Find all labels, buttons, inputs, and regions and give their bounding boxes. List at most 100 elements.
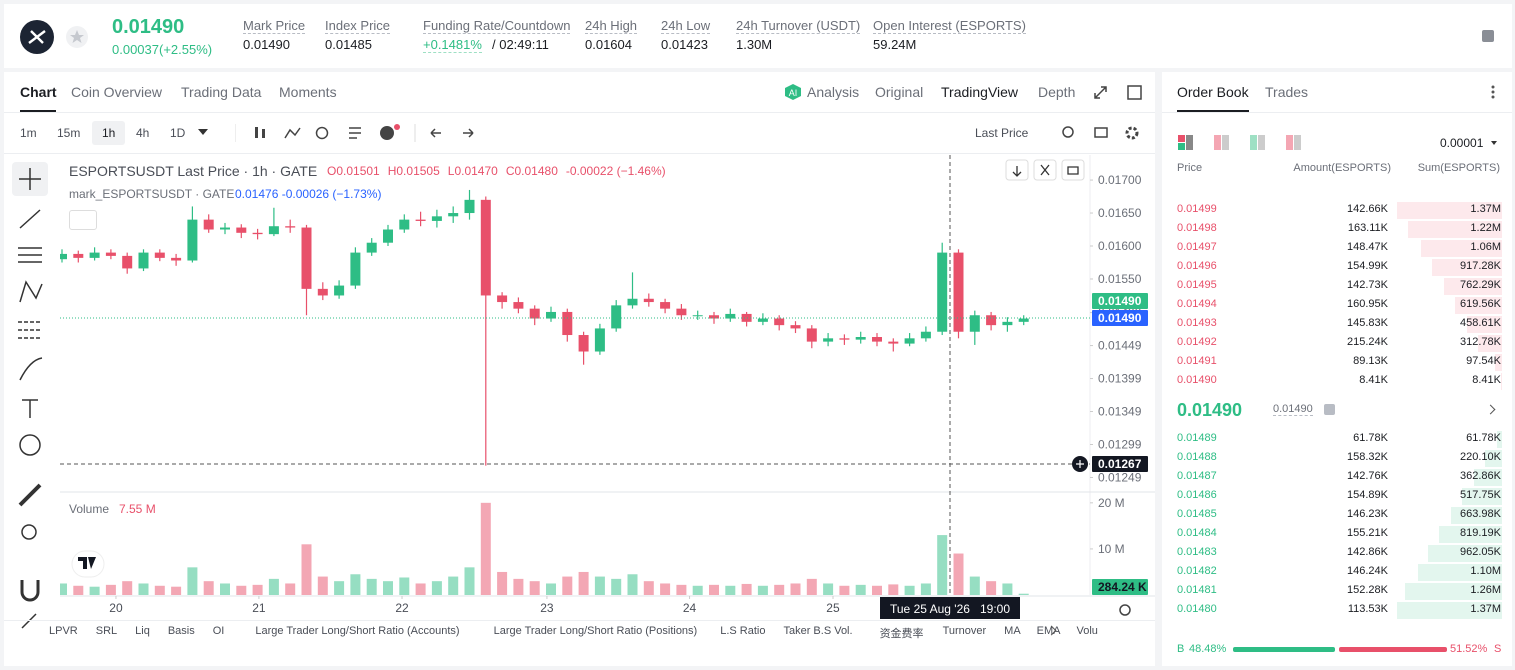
interval[interactable]: 15m <box>57 126 81 140</box>
interval[interactable]: 1m <box>20 126 37 140</box>
drawing-tools[interactable] <box>8 160 54 630</box>
y-tick-label: 0.01600 <box>1098 239 1142 253</box>
volume-bar <box>904 585 915 595</box>
candle-body <box>187 219 198 261</box>
more-icon[interactable] <box>1485 84 1501 100</box>
indicator[interactable]: MA <box>1004 625 1021 637</box>
row-sum: 619.56K <box>1460 298 1501 310</box>
volume-bar <box>529 581 540 595</box>
volume-bar <box>73 585 84 595</box>
volume-bar <box>725 585 736 595</box>
volume-bar <box>513 578 524 595</box>
indicator[interactable]: Taker B.S Vol. <box>783 625 853 637</box>
volume-bar <box>334 581 345 595</box>
row-price: 0.01483 <box>1177 546 1217 558</box>
depth-bar <box>1443 278 1502 295</box>
collapse-btn[interactable] <box>69 210 97 230</box>
volume-bar <box>562 576 573 595</box>
row-price: 0.01494 <box>1177 298 1217 310</box>
indicator[interactable]: Liq <box>135 625 150 637</box>
favorite-star[interactable] <box>66 26 88 48</box>
volume-bar <box>774 584 785 595</box>
divider <box>4 112 1155 113</box>
volume-bar <box>431 581 442 595</box>
row-sum: 1.22M <box>1470 222 1501 234</box>
volume-bar <box>986 581 997 595</box>
view-tab[interactable]: Original <box>875 84 924 100</box>
indicator[interactable]: L.S Ratio <box>720 625 766 637</box>
tab[interactable]: Coin Overview <box>71 84 163 100</box>
candle-body <box>513 302 524 309</box>
candle-body <box>937 252 948 332</box>
row-sum: 1.37M <box>1470 603 1501 615</box>
indicator[interactable]: Turnover <box>942 625 987 637</box>
candle-body <box>317 288 328 296</box>
tab[interactable]: Trading Data <box>181 84 262 100</box>
window-icons[interactable] <box>1092 84 1152 102</box>
view-tab[interactable]: Analysis <box>807 84 860 100</box>
view-tab[interactable]: Depth <box>1038 84 1076 100</box>
row-sum: 458.61K <box>1460 317 1501 329</box>
indicator[interactable]: SRL <box>95 625 118 637</box>
chart-button <box>1061 159 1085 181</box>
price-source[interactable]: Last Price <box>975 126 1029 140</box>
row-amount: 160.95K <box>1347 298 1388 310</box>
interval[interactable]: 1D <box>170 126 186 140</box>
depth-bar <box>1428 545 1502 562</box>
book-layout-icons[interactable] <box>1177 134 1307 152</box>
tab[interactable]: Chart <box>20 84 57 100</box>
row-price: 0.01489 <box>1177 432 1217 444</box>
indicator[interactable]: EMA <box>1036 625 1061 637</box>
candle-body <box>872 337 882 342</box>
last-price: 0.01490 <box>112 16 185 38</box>
legend-ohlc: -0.00022 (−1.46%) <box>565 164 666 178</box>
volume-bar <box>1002 583 1013 595</box>
row-sum: 917.28K <box>1460 260 1501 272</box>
notes-icon[interactable] <box>1480 28 1496 44</box>
volume-bar <box>969 576 980 595</box>
candle-body <box>578 335 589 352</box>
x-tick-label: 22 <box>395 601 409 615</box>
svg-text:AI: AI <box>789 88 798 98</box>
x-tick-label: 23 <box>540 601 554 615</box>
indicator[interactable]: 资金费率 <box>879 628 924 640</box>
volume-bar <box>823 583 834 595</box>
tab-underline <box>1177 110 1249 112</box>
indicator[interactable]: Large Trader Long/Short Ratio (Accounts) <box>255 625 460 637</box>
last-badge-bg <box>1092 293 1148 309</box>
candle-body <box>285 226 296 228</box>
tab-underline <box>20 110 56 112</box>
indicator[interactable]: OI <box>212 625 225 637</box>
book-tab[interactable]: Order Book <box>1177 84 1249 100</box>
row-price: 0.01496 <box>1177 260 1217 272</box>
sell-ratio: 51.52% <box>1450 643 1488 655</box>
row-amount: 142.76K <box>1347 470 1388 482</box>
row-sum: 8.41K <box>1472 374 1501 386</box>
tab[interactable]: Moments <box>279 84 337 100</box>
row-price: 0.01484 <box>1177 527 1217 539</box>
view-tab[interactable]: TradingView <box>941 84 1019 100</box>
candle-body <box>562 311 573 336</box>
depth-bar <box>1397 602 1502 619</box>
volume-bar <box>448 576 459 595</box>
stat-value: 0.01604 <box>585 37 632 52</box>
indicator[interactable]: LPVR <box>49 625 78 637</box>
volume-tick-label: 20 M <box>1098 496 1125 510</box>
precision[interactable]: 0.00001 <box>1440 136 1484 150</box>
interval[interactable]: 4h <box>136 126 150 140</box>
candle-body <box>920 331 931 339</box>
volume-bar <box>937 535 948 595</box>
indicator[interactable]: Basis <box>167 625 195 637</box>
interval[interactable]: 1h <box>102 126 116 140</box>
indicator[interactable]: Volu <box>1076 625 1098 637</box>
book-tab[interactable]: Trades <box>1265 84 1309 100</box>
toolbar-icons[interactable] <box>235 122 1155 144</box>
legend-ohlc: O0.01501 <box>327 164 380 178</box>
y-tick-label: 0.01299 <box>1098 437 1142 451</box>
depth-bar <box>1474 469 1502 486</box>
col-header: Price <box>1177 162 1203 174</box>
indicator[interactable]: Large Trader Long/Short Ratio (Positions… <box>493 625 698 637</box>
row-amount: 148.47K <box>1347 241 1388 253</box>
row-price: 0.01481 <box>1177 584 1217 596</box>
candle-body <box>790 325 801 329</box>
